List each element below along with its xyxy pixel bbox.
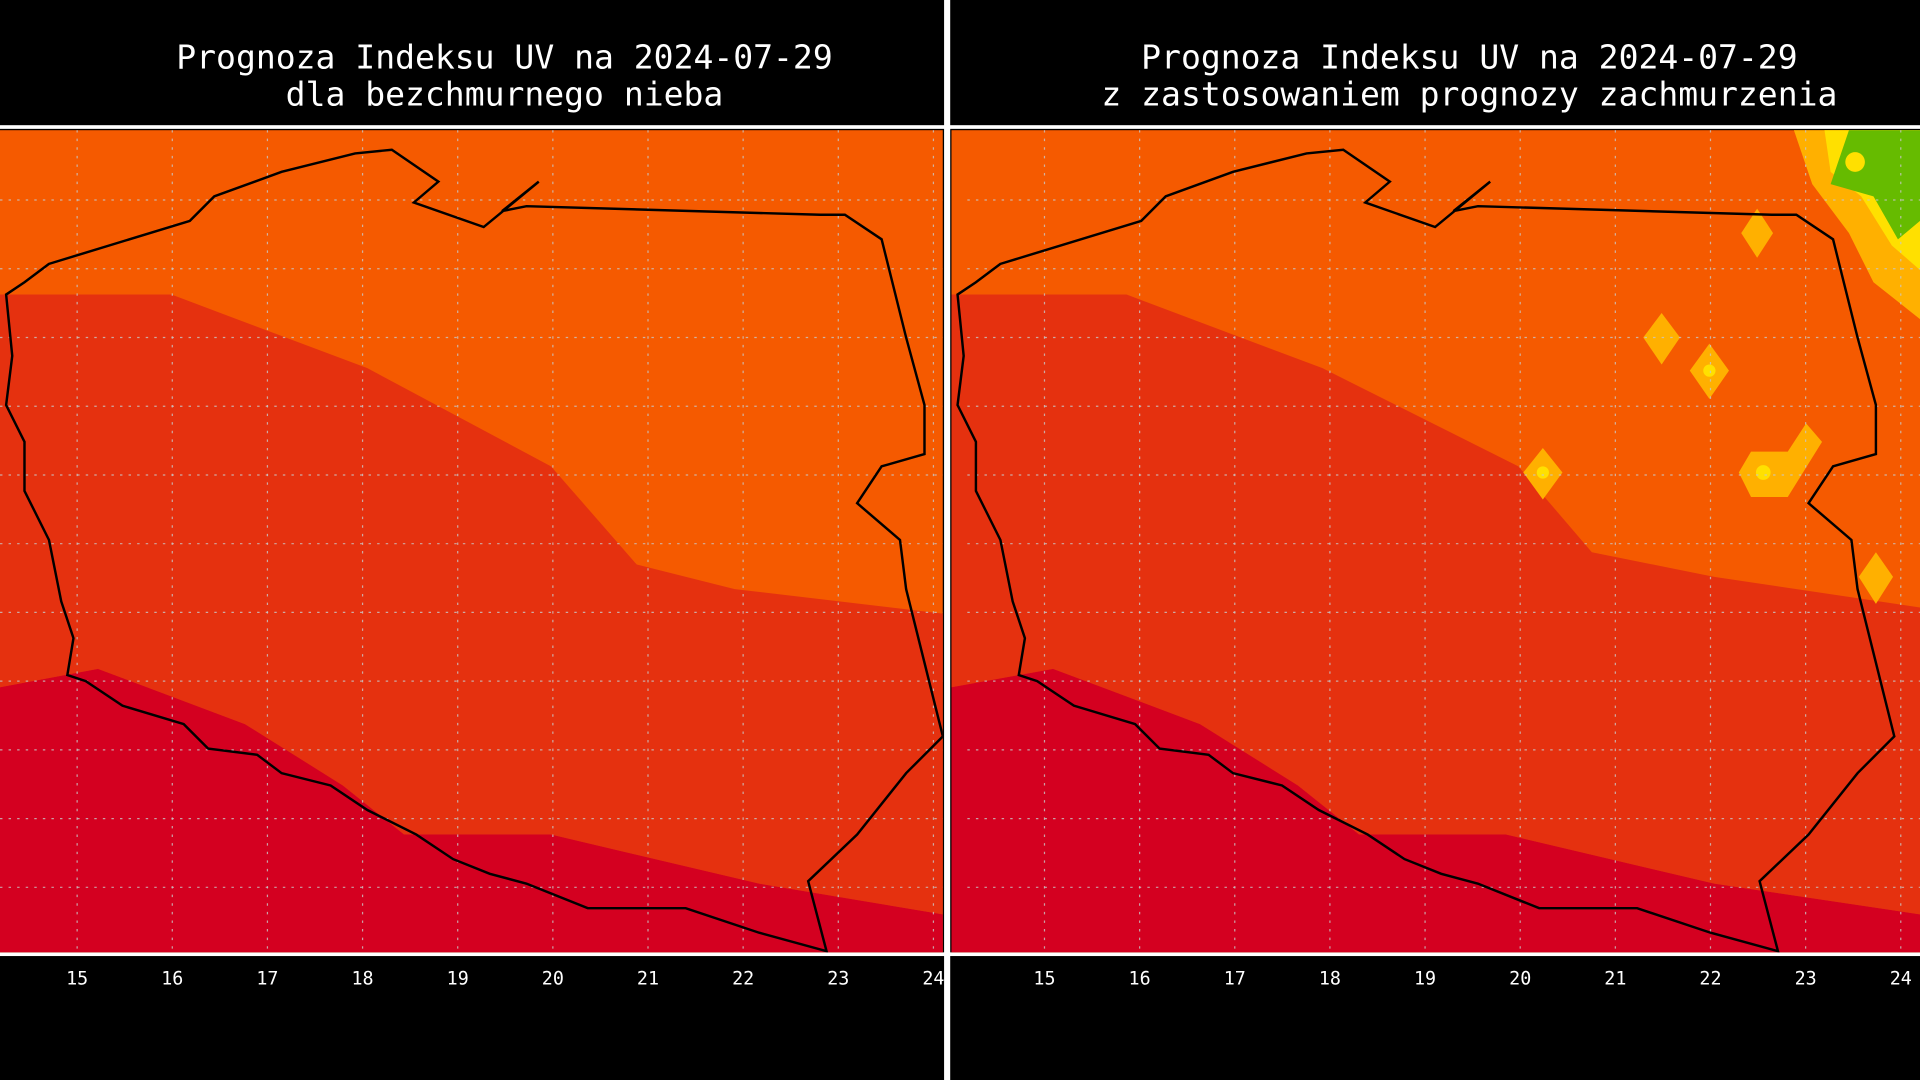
lon-label: 21 (1604, 968, 1626, 989)
lon-label: 16 (1129, 968, 1151, 989)
lon-label: 15 (66, 968, 88, 989)
zone-extreme (0, 668, 943, 953)
zone-very-high (951, 294, 1920, 915)
lon-label: 20 (1509, 968, 1531, 989)
lon-label: 16 (161, 968, 183, 989)
zone-extreme (951, 668, 1920, 953)
bottom-rule (0, 952, 1920, 957)
title-line: Prognoza Indeksu UV na 2024-07-29 (176, 38, 832, 77)
lon-label: 22 (732, 968, 754, 989)
zone-very-high (0, 294, 943, 915)
lon-label: 18 (1319, 968, 1341, 989)
lon-label: 18 (352, 968, 374, 989)
map-right (951, 130, 1920, 953)
lon-label: 17 (256, 968, 278, 989)
lon-label: 23 (827, 968, 849, 989)
title-line: Prognoza Indeksu UV na 2024-07-29 (1141, 38, 1797, 77)
lon-label: 24 (922, 968, 944, 989)
title-line: dla bezchmurnego nieba (286, 75, 724, 114)
divider (944, 0, 951, 1080)
lon-label: 15 (1033, 968, 1055, 989)
lon-label: 19 (1414, 968, 1436, 989)
top-rule (0, 125, 1920, 129)
lon-label: 19 (447, 968, 469, 989)
lon-label: 17 (1224, 968, 1246, 989)
lon-label: 23 (1795, 968, 1817, 989)
lon-label: 24 (1890, 968, 1912, 989)
lon-label: 20 (542, 968, 564, 989)
lon-label: 22 (1699, 968, 1721, 989)
lon-label: 21 (637, 968, 659, 989)
map-left (0, 130, 943, 953)
title-line: z zastosowaniem prognozy zachmurzenia (1101, 75, 1837, 114)
